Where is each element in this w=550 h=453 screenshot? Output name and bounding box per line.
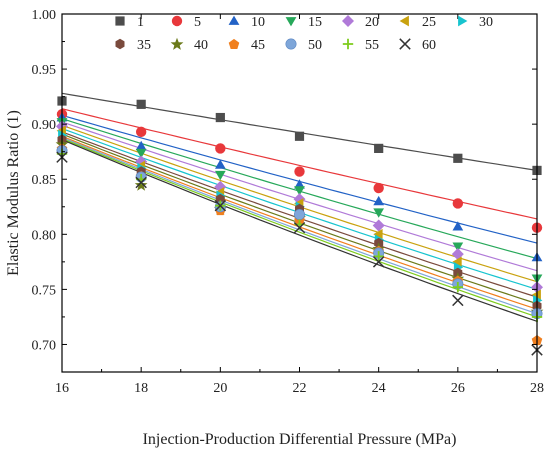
axes: 16 18 20 22 24 26 28 0.70 0.75 0.80 0.85 0.90 0.95 1.…: [32, 8, 545, 396]
legend-item-45: 45: [228, 38, 265, 53]
x-tick-label: 24: [372, 381, 386, 396]
legend-item-25: 25: [399, 15, 436, 30]
y-tick-label: 1.00: [32, 8, 57, 23]
data-point-1-24: [374, 143, 384, 153]
legend-marker-25: [399, 15, 409, 27]
data-point-35-20: [215, 193, 225, 205]
data-point-1-26: [453, 153, 463, 163]
legend-label-35: 35: [137, 38, 151, 53]
legend-marker-1: [115, 16, 125, 26]
legend-item-15: 15: [285, 15, 322, 30]
legend-label-60: 60: [422, 38, 436, 53]
data-point-25-28: [531, 289, 541, 301]
data-point-60-18: [135, 176, 147, 189]
data-point-60-24: [372, 256, 385, 268]
y-tick-label: 0.70: [32, 338, 57, 353]
legend-item-30: 30: [458, 15, 493, 30]
legend-marker-20: [342, 15, 354, 27]
x-tick-label: 18: [134, 381, 148, 396]
data-point-5-24: [373, 182, 384, 194]
data-point-55-24: [373, 251, 384, 262]
y-tick-label: 0.75: [32, 283, 57, 298]
data-point-5-18: [135, 126, 147, 138]
data-point-15-22: [294, 186, 305, 196]
legend-marker-35: [115, 38, 125, 50]
data-point-50-22: [293, 208, 305, 220]
data-point-20-24: [372, 219, 385, 232]
legend-label-55: 55: [365, 38, 379, 53]
y-tick-label: 0.80: [32, 228, 57, 243]
legend-label-15: 15: [308, 15, 322, 30]
data-point-60-26: [452, 294, 464, 307]
data-point-15-24: [373, 208, 384, 218]
legend-marker-15: [285, 17, 297, 27]
data-point-15-18: [135, 148, 147, 159]
legend-label-25: 25: [422, 15, 436, 30]
data-points: [55, 96, 544, 356]
legend-item-20: 20: [342, 15, 379, 30]
legend-label-10: 10: [251, 15, 265, 30]
data-point-25-24: [373, 228, 383, 240]
y-tick-label: 0.90: [32, 118, 57, 133]
legend-label-40: 40: [194, 38, 208, 53]
legend-item-60: 60: [399, 38, 436, 53]
data-point-10-26: [452, 221, 464, 231]
legend-marker-40: [170, 37, 184, 50]
legend-marker-50: [285, 38, 297, 50]
legend-marker-5: [171, 15, 183, 27]
legend-label-5: 5: [194, 15, 201, 30]
data-point-10-18: [135, 140, 147, 151]
legend-marker-45: [228, 38, 240, 49]
legend-marker-10: [228, 15, 240, 25]
data-point-1-18: [136, 99, 146, 109]
legend-label-20: 20: [365, 15, 379, 30]
data-point-5-26: [452, 198, 464, 209]
data-point-10-20: [215, 159, 226, 169]
data-point-60-22: [293, 221, 306, 234]
legend-label-30: 30: [479, 15, 493, 30]
data-point-60-20: [214, 199, 227, 212]
data-point-10-22: [294, 179, 305, 189]
legend-item-10: 10: [228, 15, 265, 30]
legend-item-55: 55: [342, 38, 379, 53]
data-point-5-20: [215, 143, 226, 154]
x-tick-label: 26: [451, 381, 465, 396]
legend-marker-30: [458, 15, 468, 27]
legend-marker-60: [399, 38, 411, 50]
x-tick-label: 22: [293, 381, 307, 396]
legend-label-50: 50: [308, 38, 322, 53]
y-axis-label: Elastic Modulus Ratio (1): [5, 110, 22, 276]
legend-item-40: 40: [170, 37, 208, 53]
legend-label-45: 45: [251, 38, 265, 53]
data-point-15-20: [215, 170, 226, 181]
x-tick-label: 20: [213, 381, 227, 396]
y-tick-label: 0.95: [32, 63, 57, 78]
legend-item-1: 1: [115, 15, 144, 30]
legend-item-5: 5: [171, 15, 201, 30]
data-point-25-26: [452, 256, 462, 268]
data-point-5-22: [294, 166, 305, 177]
x-tick-label: 28: [530, 381, 544, 396]
y-tick-label: 0.85: [32, 173, 57, 188]
data-point-55-26: [452, 281, 464, 293]
x-tick-label: 16: [55, 381, 69, 396]
data-point-40-18: [134, 178, 148, 191]
legend-label-1: 1: [137, 15, 144, 30]
data-point-1-20: [215, 112, 225, 123]
data-point-10-24: [373, 195, 384, 206]
legend-item-35: 35: [115, 38, 151, 53]
legend-item-50: 50: [285, 38, 322, 53]
x-axis-label: Injection-Production Differential Pressu…: [143, 431, 457, 448]
data-point-15-26: [452, 242, 464, 252]
data-point-1-22: [294, 131, 305, 141]
legend-marker-55: [342, 38, 354, 50]
